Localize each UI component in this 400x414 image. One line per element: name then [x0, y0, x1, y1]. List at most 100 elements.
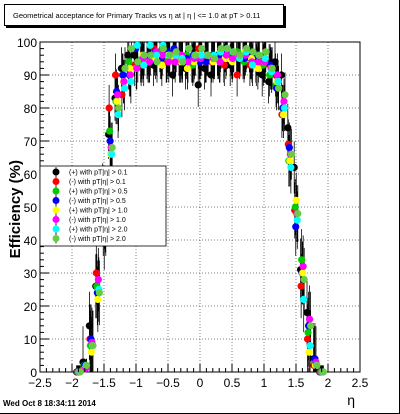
data-point	[229, 54, 237, 63]
data-point	[166, 51, 174, 59]
legend: (+) with pT|η| > 0.1 (-) with pT|η| > 0.1…	[39, 165, 167, 247]
data-point	[95, 289, 103, 297]
legend-marker	[52, 225, 60, 233]
data-point	[262, 48, 270, 56]
x-tick-label: −1.5	[92, 376, 116, 390]
x-tick-label: 0.5	[224, 376, 241, 390]
data-point	[293, 216, 301, 224]
data-point	[185, 45, 193, 53]
data-point	[133, 64, 141, 72]
data-point	[254, 58, 262, 66]
data-point	[113, 97, 121, 105]
data-point	[119, 71, 127, 79]
legend-box	[39, 165, 167, 247]
data-point	[299, 269, 307, 277]
data-point	[145, 58, 154, 66]
y-tick-label: 10	[24, 333, 38, 347]
data-point	[265, 78, 273, 86]
data-point	[105, 104, 113, 112]
data-point	[305, 315, 314, 323]
data-point	[291, 203, 299, 211]
data-point	[120, 84, 129, 92]
data-point	[134, 58, 142, 66]
data-point	[165, 58, 173, 66]
legend-marker	[52, 206, 60, 214]
data-point	[178, 58, 187, 66]
data-point	[216, 58, 224, 66]
data-point	[171, 58, 179, 66]
legend-entry-label: (-) with pT|η| > 0.1	[69, 179, 126, 186]
data-point	[304, 328, 312, 336]
data-point	[217, 45, 225, 53]
y-tick-label: 50	[24, 201, 38, 215]
data-point	[184, 58, 192, 66]
legend-marker	[52, 216, 60, 223]
y-tick-label: 100	[17, 36, 37, 50]
x-tick-label: −1	[129, 376, 143, 390]
y-tick-label: 80	[24, 102, 38, 116]
data-point	[280, 97, 288, 105]
x-axis-title: η	[347, 392, 355, 408]
x-tick-label: −0.5	[156, 376, 180, 390]
data-point	[87, 348, 96, 356]
data-point	[191, 51, 199, 59]
data-point	[202, 58, 210, 66]
y-tick-label: 0	[30, 366, 37, 380]
timestamp-label: Wed Oct 8 18:34:11 2014	[3, 399, 96, 408]
data-point	[108, 144, 116, 152]
data-point	[287, 150, 295, 158]
data-point	[292, 196, 300, 204]
data-point	[120, 78, 128, 86]
data-point	[121, 64, 129, 72]
data-point	[106, 137, 114, 145]
data-point	[82, 361, 91, 369]
data-point	[298, 256, 306, 264]
legend-entry-label: (-) with pT|η| > 1.0	[69, 217, 126, 224]
data-point	[172, 48, 180, 56]
data-point	[94, 295, 102, 303]
legend-entry-label: (+) with pT|η| > 0.5	[69, 189, 128, 196]
legend-entry-label: (+) with pT|η| > 0.1	[69, 170, 128, 177]
y-tick-label: 40	[24, 234, 38, 248]
axis-ticks	[39, 41, 361, 373]
data-point	[258, 71, 266, 79]
data-point	[146, 41, 154, 49]
data-point	[303, 309, 311, 317]
data-point	[133, 41, 141, 49]
data-point	[297, 282, 305, 290]
legend-entry-label: (+) with pT|η| > 2.0	[69, 227, 128, 234]
data-markers	[73, 41, 327, 376]
data-point	[313, 361, 321, 369]
data-point	[158, 51, 166, 59]
data-point	[113, 91, 122, 99]
data-point	[233, 71, 241, 79]
data-point	[284, 124, 292, 132]
data-point	[319, 368, 327, 376]
data-point	[130, 51, 138, 59]
data-point	[306, 342, 314, 350]
x-tick-label: 2	[325, 376, 332, 390]
data-point	[294, 210, 302, 218]
data-point	[114, 111, 122, 119]
data-point	[280, 104, 289, 112]
data-point	[108, 150, 116, 158]
canvas-title: Geometrical acceptance for Primary Track…	[4, 4, 284, 26]
data-point	[153, 58, 161, 66]
data-point	[236, 51, 244, 59]
data-point	[204, 51, 212, 59]
data-point	[300, 276, 308, 284]
data-point	[198, 45, 206, 53]
data-point	[207, 71, 215, 79]
data-point	[94, 276, 102, 284]
y-tick-label: 60	[24, 168, 38, 182]
legend-marker	[52, 197, 60, 204]
y-tick-label: 70	[24, 135, 38, 149]
x-tick-label: 1	[261, 376, 268, 390]
data-point	[111, 71, 120, 79]
y-tick-label: 20	[24, 300, 38, 314]
data-point	[299, 262, 307, 270]
axis-tick-labels: −2.5 −2 −1.5 −1 −0.5 0 0.5 1 1.5 2 2.5 0 10 20 30 40 50 6…	[17, 36, 369, 390]
legend-marker	[52, 178, 60, 185]
data-point	[140, 61, 148, 69]
